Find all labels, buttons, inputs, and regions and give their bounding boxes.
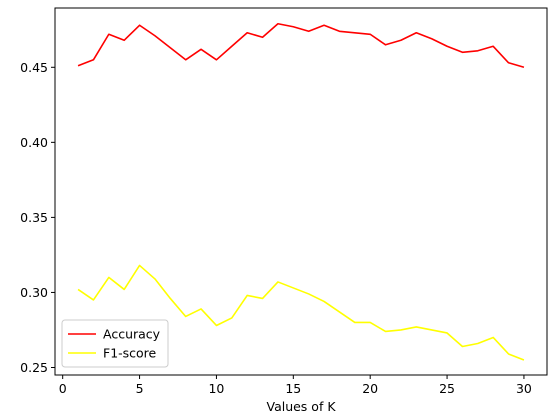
y-tick-label: 0.45 (20, 60, 48, 75)
x-tick-label: 20 (362, 381, 378, 396)
legend-label: F1-score (103, 346, 157, 361)
x-axis-label: Values of K (266, 399, 336, 414)
legend: Accuracy F1-score (61, 319, 169, 368)
series-line-f1-score (77, 264, 525, 361)
legend-box (61, 319, 169, 368)
x-tick-label: 10 (208, 381, 224, 396)
y-tick-label: 0.40 (20, 135, 48, 150)
y-tick-label: 0.30 (20, 285, 48, 300)
legend-label: Accuracy (103, 327, 161, 342)
x-tick-label: 5 (136, 381, 144, 396)
y-tick-label: 0.25 (20, 360, 48, 375)
x-tick-label: 15 (285, 381, 301, 396)
y-ticks: 0.25 0.30 0.35 0.40 0.45 (20, 60, 55, 375)
x-tick-label: 25 (439, 381, 455, 396)
x-ticks: 0 5 10 15 20 25 30 (59, 375, 532, 396)
y-tick-label: 0.35 (20, 210, 48, 225)
plot-area (55, 8, 547, 375)
series-layer (77, 22, 525, 361)
series-line-accuracy (77, 22, 525, 69)
x-tick-label: 0 (59, 381, 67, 396)
x-tick-label: 30 (516, 381, 532, 396)
plot-frame (54, 7, 548, 376)
